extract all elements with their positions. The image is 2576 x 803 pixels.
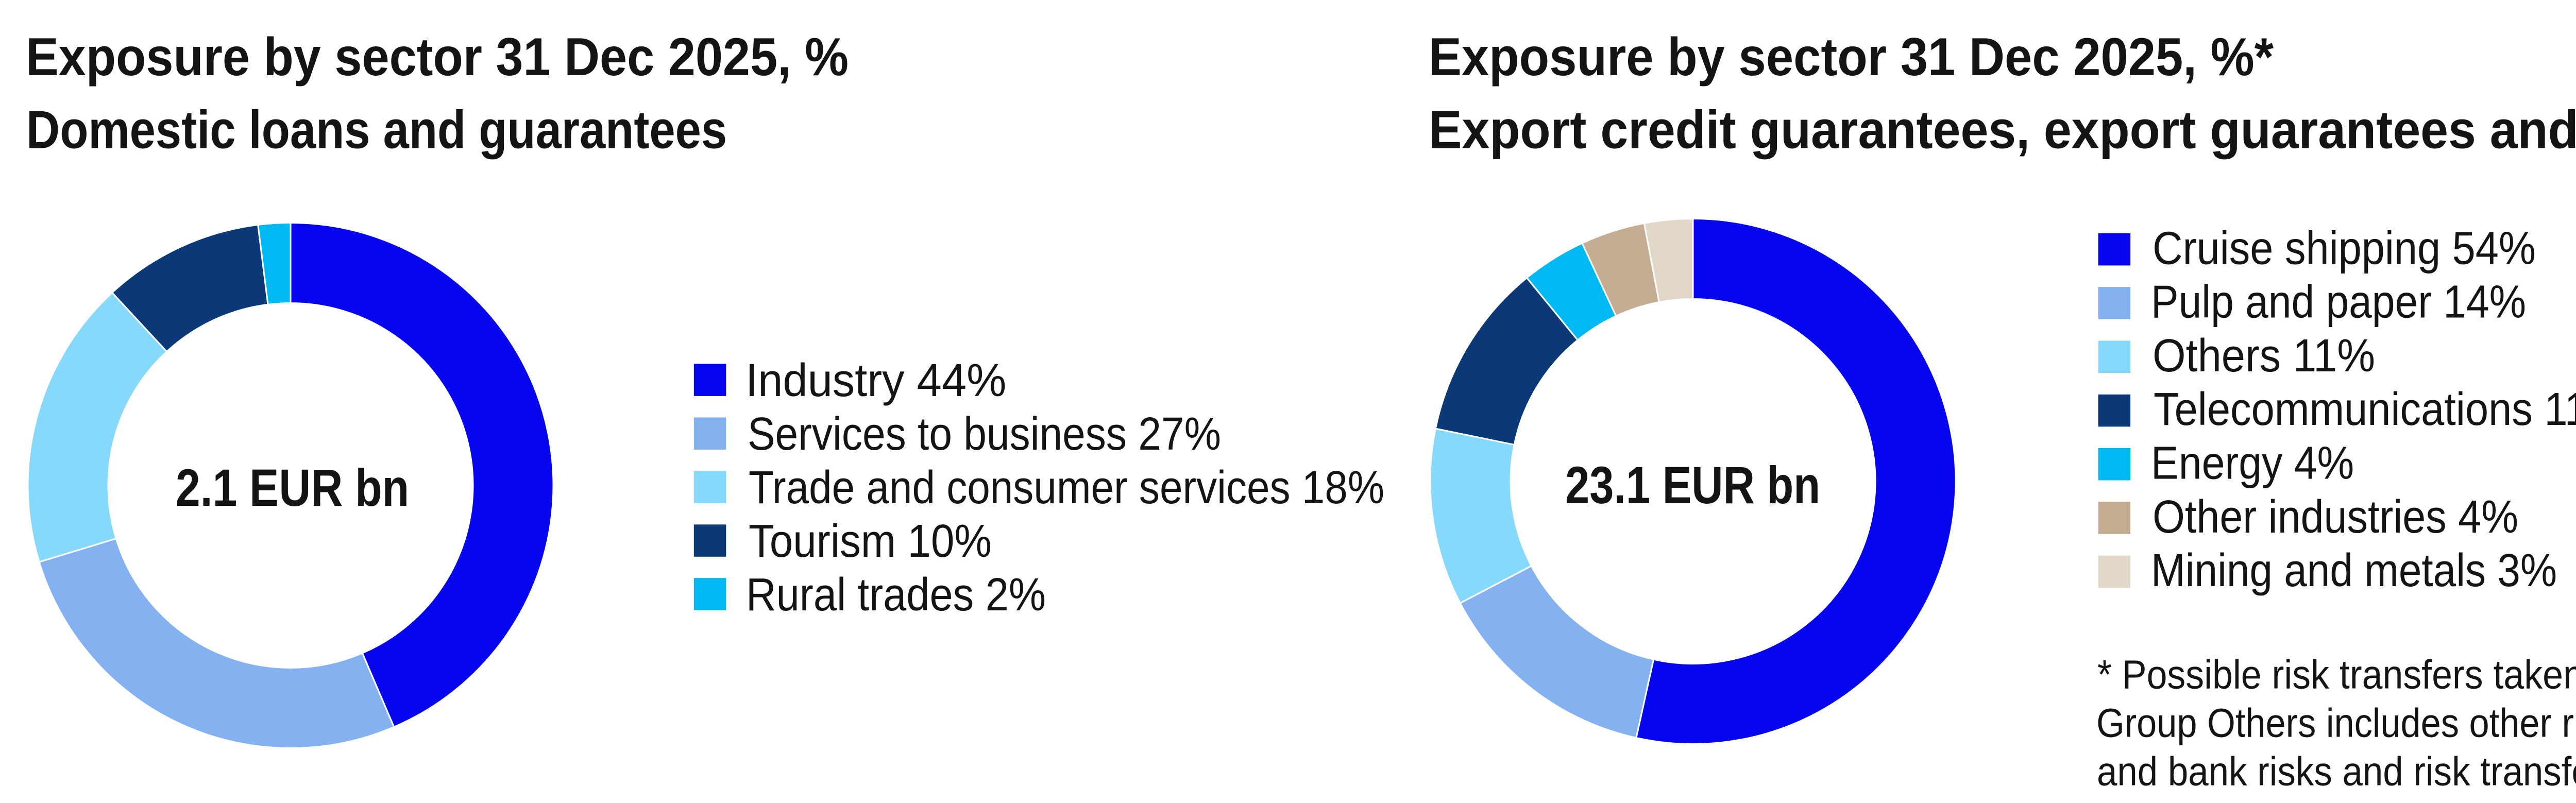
svg-text:Export credit guarantees, expo: Export credit guarantees, export guarant… [1429, 100, 2576, 160]
svg-text:Other industries 4%: Other industries 4% [2153, 491, 2518, 543]
svg-text:Domestic loans and guarantees: Domestic loans and guarantees [26, 100, 727, 160]
svg-text:Rural trades 2%: Rural trades 2% [746, 569, 1046, 621]
svg-text:Exposure by sector 31 Dec 2025: Exposure by sector 31 Dec 2025, %* [1429, 27, 2274, 87]
svg-text:Mining and metals 3%: Mining and metals 3% [2151, 545, 2557, 596]
svg-text:Cruise shipping 54%: Cruise shipping 54% [2153, 223, 2536, 274]
svg-text:23.1 EUR bn: 23.1 EUR bn [1565, 456, 1820, 515]
svg-text:* Possible risk transfers take: * Possible risk transfers taken into acc… [2097, 652, 2576, 697]
svg-text:Others 11%: Others 11% [2153, 330, 2375, 382]
svg-text:Services to business 27%: Services to business 27% [748, 408, 1221, 460]
svg-text:and bank risks and risk transf: and bank risks and risk transfer. [2097, 748, 2576, 794]
svg-text:Pulp and paper 14%: Pulp and paper 14% [2151, 277, 2526, 328]
svg-text:Industry 44%: Industry 44% [745, 355, 1006, 406]
svg-text:Group Others includes other ri: Group Others includes other risks s such… [2096, 700, 2576, 746]
svg-text:Exposure by sector 31 Dec 2025: Exposure by sector 31 Dec 2025, % [26, 27, 849, 87]
svg-text:Tourism 10%: Tourism 10% [749, 516, 992, 567]
svg-text:Trade and consumer services 18: Trade and consumer services 18% [749, 462, 1384, 514]
svg-text:Energy 4%: Energy 4% [2151, 438, 2354, 489]
svg-text:Telecommunications 11%: Telecommunications 11% [2154, 384, 2576, 435]
svg-text:2.1 EUR bn: 2.1 EUR bn [176, 458, 409, 517]
